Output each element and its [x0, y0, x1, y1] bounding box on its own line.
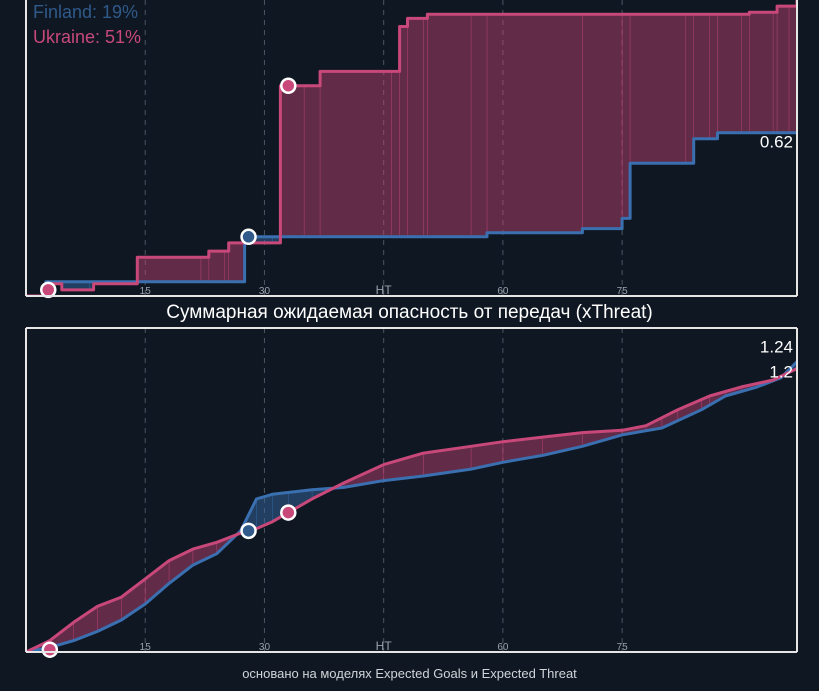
- area-between-segment: [208, 250, 226, 283]
- area-between-segment: [228, 242, 245, 283]
- event-marker-ukraine: [280, 504, 297, 521]
- area-between-segment: [772, 11, 778, 133]
- area-between-segment: [693, 13, 710, 140]
- area-between-segment: [391, 71, 400, 238]
- x-tick-label: 30: [259, 642, 271, 653]
- area-between-segment: [280, 85, 305, 238]
- event-marker-ukraine: [40, 281, 57, 299]
- x-tick-label: 15: [140, 286, 152, 297]
- legend-finland: Finland: 19%: [33, 2, 139, 22]
- final-value-finland: 0.62: [760, 133, 793, 152]
- xg-chart: 15 30 HT 60 75 0.62: [25, 0, 798, 299]
- area-between-segment: [407, 18, 424, 238]
- final-value-ukraine: 1.24: [760, 338, 793, 357]
- event-marker-finland: [240, 522, 257, 540]
- area-between-segment: [629, 13, 687, 164]
- x-tick-label: 75: [617, 286, 629, 297]
- area-between-segment: [427, 13, 472, 238]
- series-line-ukraine: [26, 0, 797, 296]
- area-between-segment: [776, 5, 790, 133]
- plot-area: [26, 0, 797, 296]
- x-tick-label: HT: [376, 283, 393, 297]
- event-marker-ukraine: [41, 641, 59, 658]
- area-between-segment: [144, 559, 170, 605]
- area-between-segment: [486, 13, 583, 234]
- area-between-segment: [717, 13, 742, 133]
- area-between-segment: [423, 18, 428, 238]
- xthreat-chart-title: Суммарная ожидаемая опасность от передач…: [166, 302, 653, 323]
- event-marker-finland: [240, 228, 257, 246]
- area-between-segment: [121, 578, 146, 621]
- area-between-segment: [200, 256, 210, 283]
- area-between-segment: [788, 5, 797, 133]
- area-between-segment: [224, 250, 229, 283]
- area-between-segment: [319, 71, 392, 238]
- plot-area: [26, 360, 797, 652]
- x-tick-label: 15: [140, 642, 152, 653]
- xthreat-chart: 15 30 HT 60 75 1.2 1.24: [25, 327, 798, 658]
- area-between-segment: [582, 13, 623, 229]
- area-between-segment: [749, 11, 774, 133]
- area-between-segment: [470, 13, 488, 238]
- area-between-segment: [303, 85, 321, 238]
- series-line-ukraine: [26, 367, 797, 652]
- x-tick-label: 75: [617, 642, 629, 653]
- x-tick-label: 60: [497, 286, 509, 297]
- footer-note: основано на моделях Expected Goals и Exp…: [242, 666, 577, 681]
- series-line-finland: [26, 131, 797, 296]
- area-between-segment: [709, 13, 718, 140]
- x-tick-label: 30: [259, 286, 271, 297]
- series-line-finland: [26, 360, 797, 652]
- area-between-segment: [741, 13, 750, 133]
- area-between-segment: [136, 256, 202, 283]
- legend-ukraine: Ukraine: 51%: [33, 27, 142, 47]
- final-value-finland: 1.2: [769, 363, 793, 382]
- x-tick-label: HT: [376, 639, 393, 653]
- event-marker-ukraine: [280, 77, 297, 94]
- x-tick-label: 60: [497, 642, 509, 653]
